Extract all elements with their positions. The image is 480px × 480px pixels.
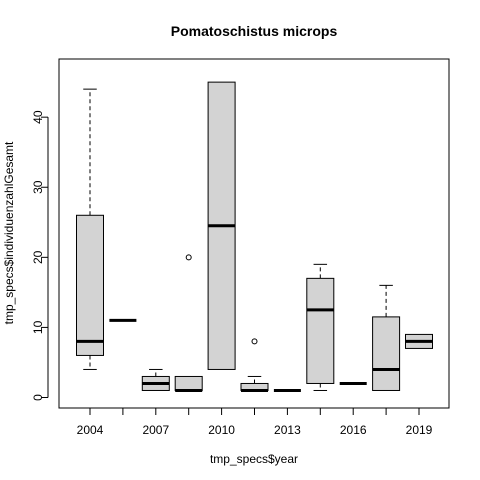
x-tick-label: 2010 [208, 423, 235, 437]
outlier-point [185, 254, 192, 261]
box-2007 [141, 368, 170, 391]
box-2019 [405, 333, 433, 349]
outlier-point [251, 338, 258, 345]
x-tick-label: 2007 [142, 423, 169, 437]
chart-title: Pomatoschistus microps [171, 23, 338, 39]
x-tick-label: 2013 [274, 423, 301, 437]
y-tick-label: 30 [31, 180, 45, 194]
x-axis-label: tmp_specs$year [210, 452, 298, 466]
box-body [306, 277, 335, 384]
box-2018 [372, 284, 401, 391]
boxes [76, 81, 433, 392]
y-axis: 0 10 20 30 40 [31, 110, 49, 401]
y-tick-label: 10 [31, 320, 45, 334]
x-axis: 2004 2007 2010 2013 2016 2019 [77, 407, 433, 437]
box-body [76, 214, 104, 356]
y-tick-label: 20 [31, 250, 45, 264]
y-tick-label: 0 [31, 394, 45, 401]
x-tick-label: 2004 [77, 423, 104, 437]
y-axis-label: tmp_specs$individuenzahlGesamt [2, 141, 16, 324]
x-tick-label: 2019 [406, 423, 433, 437]
box-2012 [240, 338, 269, 392]
box-2015 [306, 263, 335, 391]
box-2008 [174, 254, 203, 392]
box-body [372, 316, 401, 391]
box-2010 [207, 81, 236, 370]
x-tick-label: 2016 [340, 423, 367, 437]
y-tick-label: 40 [31, 110, 45, 124]
box-body [174, 375, 203, 391]
box-2004 [76, 88, 104, 370]
